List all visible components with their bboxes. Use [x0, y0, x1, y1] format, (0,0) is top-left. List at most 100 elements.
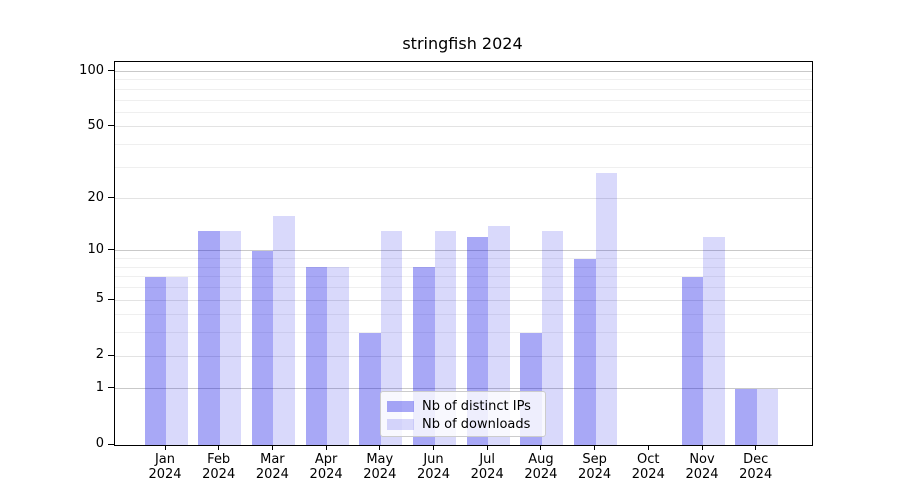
x-tick-label-line: 2024: [578, 467, 612, 482]
x-tick-label-line: 2024: [416, 467, 451, 482]
x-tick-mark: [755, 445, 757, 450]
legend-row: Nb of distinct IPs: [387, 397, 539, 415]
y-tick-label: 50: [87, 117, 104, 133]
x-tick-mark: [540, 445, 542, 450]
x-tick-label-line: 2024: [739, 467, 773, 482]
bar-downloads: [756, 388, 779, 445]
x-tick-label-line: 2024: [363, 467, 397, 482]
chart-title: stringfish 2024: [402, 34, 523, 53]
gridline-y-30: [115, 166, 812, 168]
x-tick-mark: [594, 445, 596, 450]
y-tick-mark: [108, 354, 114, 356]
x-tick-mark: [218, 445, 220, 450]
y-tick-label: 0: [95, 436, 104, 451]
bar-distinct-ips: [359, 332, 381, 445]
gridline-y-10: [115, 250, 812, 252]
y-tick-mark: [108, 197, 114, 199]
y-tick-label: 100: [79, 62, 104, 78]
y-tick-label: 2: [95, 347, 104, 363]
x-tick-label: Aug 2024: [513, 452, 569, 482]
x-tick-mark: [433, 445, 434, 450]
x-tick-label-line: 2024: [524, 467, 558, 482]
x-tick-mark: [647, 445, 649, 450]
bar-downloads: [327, 267, 349, 445]
gridline-y-2: [115, 355, 812, 357]
legend-label: Nb of downloads: [422, 416, 531, 432]
bar-downloads: [488, 225, 510, 445]
gridline-y-9: [115, 258, 812, 260]
legend-swatch: [387, 400, 414, 412]
bar-distinct-ips: [144, 276, 166, 445]
y-tick-label: 20: [87, 189, 104, 205]
legend-label: Nb of distinct IPs: [422, 398, 531, 414]
bar-downloads: [273, 215, 295, 445]
x-tick-label-line: 2024: [202, 467, 236, 482]
x-tick-label-line: Sep: [582, 452, 607, 467]
x-tick-label-line: 2024: [470, 467, 504, 482]
bar-downloads: [219, 231, 242, 445]
bar-distinct-ips: [198, 231, 220, 445]
gridline-y-6: [115, 287, 812, 288]
x-tick-label: Feb 2024: [191, 452, 247, 482]
gridline-y-4: [115, 314, 812, 316]
x-tick-label-line: Oct: [637, 452, 660, 467]
x-tick-mark: [486, 445, 488, 450]
gridline-y-70: [115, 99, 812, 101]
bar-downloads: [595, 172, 618, 445]
x-tick-label-line: 2024: [309, 467, 343, 482]
y-tick-mark: [108, 443, 114, 445]
y-tick-mark: [108, 387, 114, 389]
y-tick-mark: [108, 298, 114, 300]
x-tick-label-line: Jun: [423, 452, 444, 467]
y-tick-label: 10: [87, 241, 104, 257]
x-tick-label-line: Feb: [207, 452, 231, 467]
bar-distinct-ips: [251, 250, 274, 445]
x-tick-label-line: Aug: [528, 452, 554, 467]
x-tick-label-line: 2024: [631, 467, 665, 482]
bar-distinct-ips: [305, 267, 328, 445]
x-tick-label-line: Jan: [154, 452, 176, 467]
x-tick-mark: [271, 445, 273, 450]
x-tick-mark: [379, 445, 381, 450]
x-tick-label: Nov 2024: [674, 452, 730, 482]
x-tick-mark: [701, 445, 703, 450]
gridline-y-50: [115, 126, 812, 128]
x-tick-label-line: Apr: [314, 452, 338, 467]
bar-downloads: [541, 231, 564, 445]
legend-swatch: [387, 418, 414, 430]
y-tick-mark: [108, 125, 114, 127]
x-tick-label-line: Dec: [743, 452, 769, 467]
y-tick-mark: [108, 249, 114, 251]
gridline-y-90: [115, 79, 812, 81]
x-tick-label: Apr 2024: [298, 452, 354, 482]
gridline-y-60: [115, 111, 812, 113]
gridline-y-80: [115, 88, 812, 90]
bar-downloads: [703, 237, 725, 445]
x-tick-label: May 2024: [352, 452, 408, 482]
gridline-y-5: [115, 299, 812, 301]
gridline-y-40: [115, 144, 812, 145]
y-tick-label: 1: [95, 379, 104, 395]
gridline-y-3: [115, 332, 812, 334]
x-tick-label: Mar 2024: [244, 452, 300, 482]
legend-row: Nb of downloads: [387, 415, 539, 433]
y-tick-mark: [108, 70, 114, 71]
x-tick-label-line: Nov: [689, 452, 715, 467]
x-tick-label: Jan 2024: [137, 452, 193, 482]
x-tick-mark: [164, 445, 166, 450]
x-tick-label: Sep 2024: [567, 452, 623, 482]
y-tick-label: 5: [95, 291, 104, 306]
bar-distinct-ips: [735, 388, 757, 445]
bar-distinct-ips: [681, 276, 703, 445]
plot-area: [114, 61, 813, 446]
x-tick-label-line: 2024: [685, 467, 719, 482]
x-tick-label-line: 2024: [148, 467, 182, 482]
x-tick-label: Jul 2024: [459, 452, 515, 482]
x-tick-label: Jun 2024: [406, 452, 462, 482]
legend: Nb of distinct IPs Nb of downloads: [380, 391, 546, 437]
gridline-y-100: [115, 71, 812, 72]
bar-distinct-ips: [574, 258, 596, 445]
gridline-y-8: [115, 266, 812, 268]
gridline-y-1: [115, 388, 812, 390]
